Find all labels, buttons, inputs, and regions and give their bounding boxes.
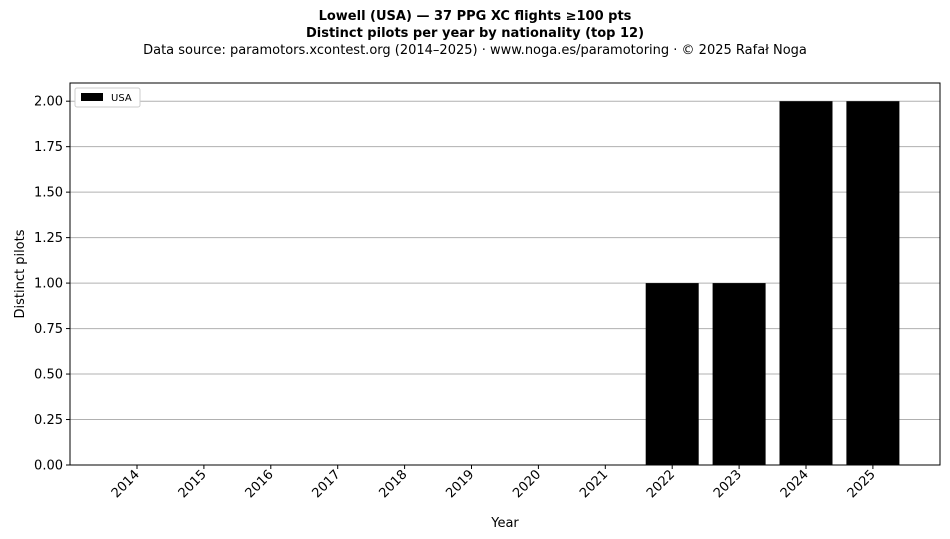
x-tick-label: 2024 [778,467,812,501]
x-tick-label: 2021 [577,467,611,501]
legend-box [74,87,141,108]
bar-2022 [645,283,699,465]
y-tick-label: 1.75 [34,140,63,155]
y-tick-label: 2.00 [34,95,63,110]
bar-2023 [712,283,766,465]
chart-subtitle: Distinct pilots per year by nationality … [305,26,645,41]
legend-label-usa: USA [111,93,132,104]
bar-2024 [779,101,833,465]
x-axis-ticks: 2014 2015 2016 2017 2018 2019 2020 2021 2022 2023… [109,465,879,501]
chart-title-block: Lowell (USA) — 37 PPG XC flights ≥100 pt… [0,8,950,60]
x-tick-label: 2020 [510,467,544,501]
x-tick-label: 2016 [243,467,277,501]
x-tick-label: 2019 [443,467,477,501]
x-tick-label: 2014 [109,467,143,501]
x-tick-label: 2025 [845,467,879,501]
y-tick-label: 1.25 [34,231,63,246]
x-tick-label: 2018 [376,467,410,501]
y-axis-ticks: 0.00 0.25 0.50 0.75 1.00 1.25 1.50 1.75 2.00 [34,95,70,474]
x-tick-label: 2015 [176,467,210,501]
y-tick-label: 1.50 [34,186,63,201]
x-tick-label: 2022 [644,467,678,501]
bar-2025 [846,101,900,465]
y-tick-label: 1.00 [34,277,63,292]
y-tick-label: 0.75 [34,322,63,337]
y-tick-label: 0.00 [34,459,63,474]
plot-frame [69,82,941,466]
x-tick-label: 2017 [310,467,344,501]
y-tick-label: 0.25 [34,413,63,428]
legend-swatch-usa [81,93,103,101]
legend: USA [74,87,141,108]
x-axis-label: Year [490,516,519,531]
chart-source-note: Data source: paramotors.xcontest.org (20… [143,43,807,58]
bars [645,101,900,465]
y-tick-label: 0.50 [34,368,63,383]
x-tick-label: 2023 [711,467,745,501]
y-axis-label: Distinct pilots [13,229,28,318]
chart-title: Lowell (USA) — 37 PPG XC flights ≥100 pt… [318,9,632,24]
